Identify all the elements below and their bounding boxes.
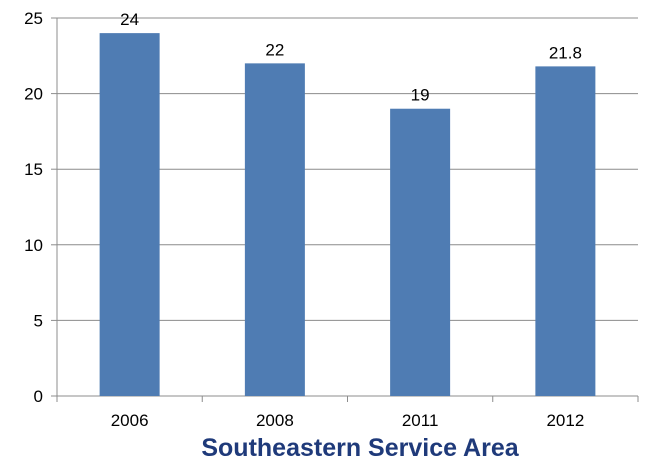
y-tick-labels: 0 5 10 15 20 25 xyxy=(24,9,43,406)
x-tick-label-2008: 2008 xyxy=(256,411,294,430)
y-tick-label: 20 xyxy=(24,85,43,104)
x-tick-label-2012: 2012 xyxy=(546,411,584,430)
bar-2006 xyxy=(99,33,160,397)
data-label-2011: 19 xyxy=(411,86,430,105)
bar-2008 xyxy=(244,63,305,397)
bar-2012 xyxy=(535,66,596,396)
y-tick-label: 10 xyxy=(24,236,43,255)
y-tick-label: 5 xyxy=(34,311,43,330)
x-tick-labels: 2006 2008 2011 2012 xyxy=(111,411,585,430)
bars xyxy=(99,33,596,397)
y-tick-label: 25 xyxy=(24,9,43,28)
data-label-2006: 24 xyxy=(120,10,139,29)
y-tick-label: 15 xyxy=(24,160,43,179)
data-label-2008: 22 xyxy=(265,40,284,59)
x-tick-label-2011: 2011 xyxy=(402,411,439,430)
x-tick-label-2006: 2006 xyxy=(111,411,149,430)
chart-title: Southeastern Service Area xyxy=(201,434,519,462)
data-label-2012: 21.8 xyxy=(549,43,582,62)
data-labels: 24 22 19 21.8 xyxy=(120,10,582,105)
bar-2011 xyxy=(390,108,451,396)
y-tick-label: 0 xyxy=(34,387,43,406)
